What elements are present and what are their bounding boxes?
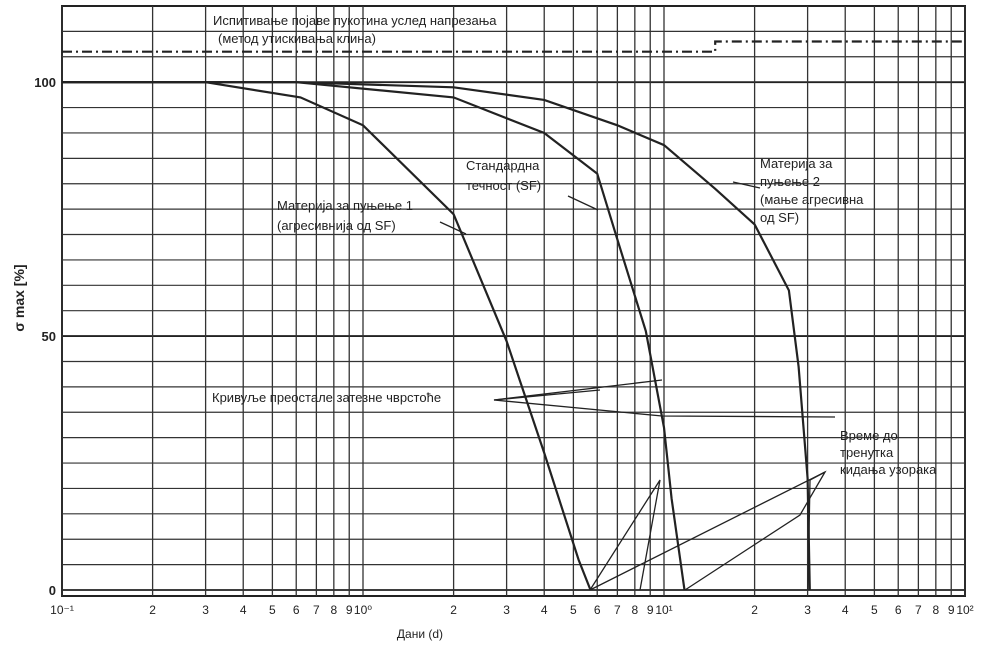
x-tick-label: 4	[240, 603, 247, 617]
pointer	[589, 479, 661, 591]
x-tick-label: 7	[614, 603, 621, 617]
x-tick-label: 7	[915, 603, 922, 617]
x-tick-label: 7	[313, 603, 320, 617]
x-tick-label: 9	[948, 603, 955, 617]
annotation: пуњење 2	[760, 174, 820, 189]
curve	[62, 81, 686, 591]
pointer	[439, 221, 467, 235]
x-tick-label: 9	[346, 603, 353, 617]
x-tick-label: 5	[269, 603, 276, 617]
annotation-pointers	[439, 181, 836, 591]
annotation: Кривуље преостале затезне чврстоће	[212, 390, 441, 405]
x-tick-label: 3	[804, 603, 811, 617]
annotation: (агресивнија од SF)	[277, 218, 396, 233]
y-tick-label: 50	[42, 329, 56, 344]
annotation: кидања узорака	[840, 462, 937, 477]
annotation: Време до	[840, 428, 898, 443]
x-tick-label: 10⁰	[354, 603, 372, 617]
x-tick-label: 2	[751, 603, 758, 617]
x-tick-label: 2	[450, 603, 457, 617]
curve	[62, 81, 811, 591]
annotation: Материја за пуњење 1	[277, 198, 413, 213]
y-tick-label: 0	[49, 583, 56, 598]
x-tick-label: 8	[631, 603, 638, 617]
x-tick-label: 6	[895, 603, 902, 617]
pointer	[493, 389, 601, 401]
x-tick-label: 10²	[956, 603, 973, 617]
x-tick-label: 8	[330, 603, 337, 617]
x-tick-label: 10⁻¹	[50, 603, 74, 617]
x-tick-label: 6	[594, 603, 601, 617]
y-tick-label: 100	[34, 75, 56, 90]
x-axis-label: Дани (d)	[397, 627, 443, 641]
x-tick-label: 8	[932, 603, 939, 617]
annotations: Испитивање појаве пукотина услед напреза…	[212, 13, 937, 477]
annotation: Материја за	[760, 156, 833, 171]
pointer	[807, 471, 826, 591]
x-tick-label: 6	[293, 603, 300, 617]
x-tick-label: 5	[570, 603, 577, 617]
annotation: (мање агресивна	[760, 192, 864, 207]
x-tick-label: 4	[541, 603, 548, 617]
x-tick-label: 2	[149, 603, 156, 617]
annotation: течност (SF)	[466, 178, 541, 193]
annotation: од SF)	[760, 210, 799, 225]
x-tick-label: 9	[647, 603, 654, 617]
annotation: (метод утискивања клина)	[218, 31, 376, 46]
x-tick-label: 10¹	[655, 603, 672, 617]
x-tick-label: 3	[202, 603, 209, 617]
pointer	[732, 181, 761, 189]
pointer	[567, 195, 599, 211]
curves	[62, 40, 965, 591]
x-tick-label: 5	[871, 603, 878, 617]
y-axis-label: σ max [%]	[11, 264, 27, 331]
annotation: Испитивање појаве пукотина услед напреза…	[213, 13, 497, 28]
annotation: тренутка	[840, 445, 894, 460]
x-tick-label: 3	[503, 603, 510, 617]
curve	[62, 40, 965, 53]
x-tick-label: 4	[842, 603, 849, 617]
curve	[62, 81, 592, 591]
pointer	[589, 470, 827, 591]
annotation: Стандардна	[466, 158, 540, 173]
pointer	[493, 379, 836, 418]
